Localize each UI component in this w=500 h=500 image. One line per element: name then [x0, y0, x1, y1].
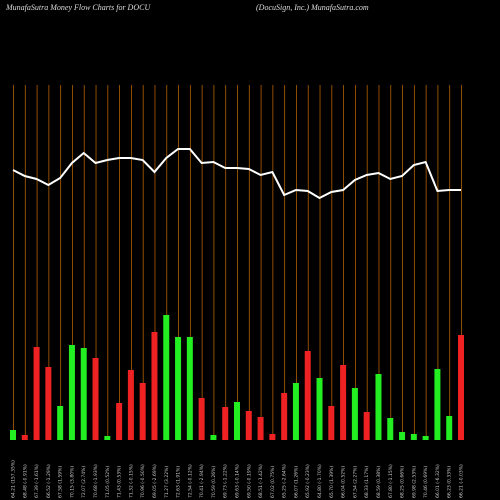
bar: [21, 435, 28, 440]
x-tick-label: 68.48 (-0.91%): [22, 464, 28, 498]
bar: [163, 315, 170, 440]
bar: [222, 407, 229, 440]
bar: [234, 402, 240, 440]
bar: [375, 374, 382, 440]
bar: [387, 418, 394, 440]
bar: [257, 417, 264, 440]
bar: [210, 435, 217, 440]
bar: [304, 351, 311, 440]
bar: [351, 388, 358, 440]
bar: [458, 335, 464, 440]
bar: [422, 436, 429, 440]
bar: [33, 347, 40, 440]
x-tick-label: 69.50 (-0.19%): [246, 464, 252, 498]
x-tick-label: 70.46 (0.69%): [423, 466, 429, 498]
x-tick-label: 67.58 (1.59%): [58, 466, 64, 498]
money-flow-line: [12, 148, 461, 200]
x-tick-label: 66.21 (-0.03%): [459, 464, 465, 498]
x-tick-label: 72.54 (-0.12%): [187, 464, 193, 498]
x-tick-label: 68.51 (-1.42%): [258, 464, 264, 498]
x-tick-label: 64.80 (-1.70%): [317, 464, 323, 498]
x-tick-label: 65.70 (1.39%): [329, 466, 335, 498]
x-tick-label: 67.54 (2.27%): [352, 466, 358, 498]
x-tick-label: 68.59 (0.38%): [376, 466, 382, 498]
x-tick-label: 70.15 (3.80%): [69, 466, 75, 498]
bar: [245, 411, 252, 440]
x-tick-label: 67.80 (-1.15%): [388, 464, 394, 498]
x-tick-label: 66.07 (1.26%): [293, 466, 299, 498]
x-tick-label: 69.73 (-1.22%): [223, 464, 229, 498]
bar: [340, 365, 347, 440]
bar: [186, 337, 193, 440]
x-tick-label: 71.32 (-0.15%): [128, 464, 134, 498]
bar: [410, 434, 417, 440]
x-tick-label: 72.63 (1.91%): [176, 466, 182, 498]
chart-subtitle: (DocuSign, Inc.) MunafaSutra.com: [256, 3, 369, 12]
bar: [45, 367, 52, 440]
x-tick-label: 66.04 (0.52%): [341, 466, 347, 498]
bar: [434, 369, 441, 440]
x-tick-label: 65.25 (-2.64%): [282, 464, 288, 498]
x-tick-label: 66.23 (0.33%): [447, 466, 453, 498]
x-tick-label: 70.68 (-1.93%): [93, 464, 99, 498]
bar: [198, 398, 205, 440]
x-tick-label: 68.25 (0.66%): [400, 466, 406, 498]
x-tick-label: 69.98 (2.53%): [411, 466, 417, 498]
bar: [363, 412, 370, 440]
bar: [127, 370, 134, 440]
x-tick-label: 66.01 (-6.32%): [435, 464, 441, 498]
bar: [316, 378, 323, 440]
bar: [269, 434, 276, 440]
bar: [57, 406, 64, 440]
chart-title: MunafaSutra Money Flow Charts for DOCU: [5, 3, 151, 12]
x-tick-label: 70.59 (0.26%): [211, 466, 217, 498]
x-tick-label: 69.05 (-2.69%): [152, 464, 158, 498]
bar: [139, 383, 146, 440]
bar: [10, 430, 16, 440]
bar: [399, 432, 406, 440]
x-tick-label: 70.96 (-0.50%): [140, 464, 146, 498]
bar: [92, 358, 99, 440]
x-tick-label: 72.07 (2.74%): [81, 466, 87, 498]
bar: [175, 337, 182, 440]
bar: [446, 416, 453, 440]
bar: [292, 383, 299, 440]
x-tick-label: 65.92 (-0.23%): [305, 464, 311, 498]
x-tick-label: 71.05 (0.52%): [105, 466, 111, 498]
bar: [116, 403, 123, 440]
bar: [281, 393, 288, 440]
x-tick-label: 67.02 (0.75%): [270, 466, 276, 498]
bar: [80, 348, 87, 440]
x-tick-label: 66.52 (-1.29%): [46, 464, 52, 498]
x-tick-label: 71.43 (0.53%): [117, 466, 123, 498]
x-tick-label: 67.39 (-1.61%): [34, 464, 40, 498]
x-tick-label: 68.33 (1.17%): [364, 466, 370, 498]
bar: [328, 406, 335, 440]
bar: [68, 345, 75, 440]
bar: [151, 332, 158, 440]
x-tick-label: 71.27 (3.22%): [164, 466, 170, 498]
x-tick-label: 69.63 (-0.14%): [235, 464, 241, 498]
x-tick-label: 64.21 (157.35%): [11, 460, 17, 498]
bar: [104, 436, 111, 440]
x-tick-label: 70.41 (-2.94%): [199, 464, 205, 498]
